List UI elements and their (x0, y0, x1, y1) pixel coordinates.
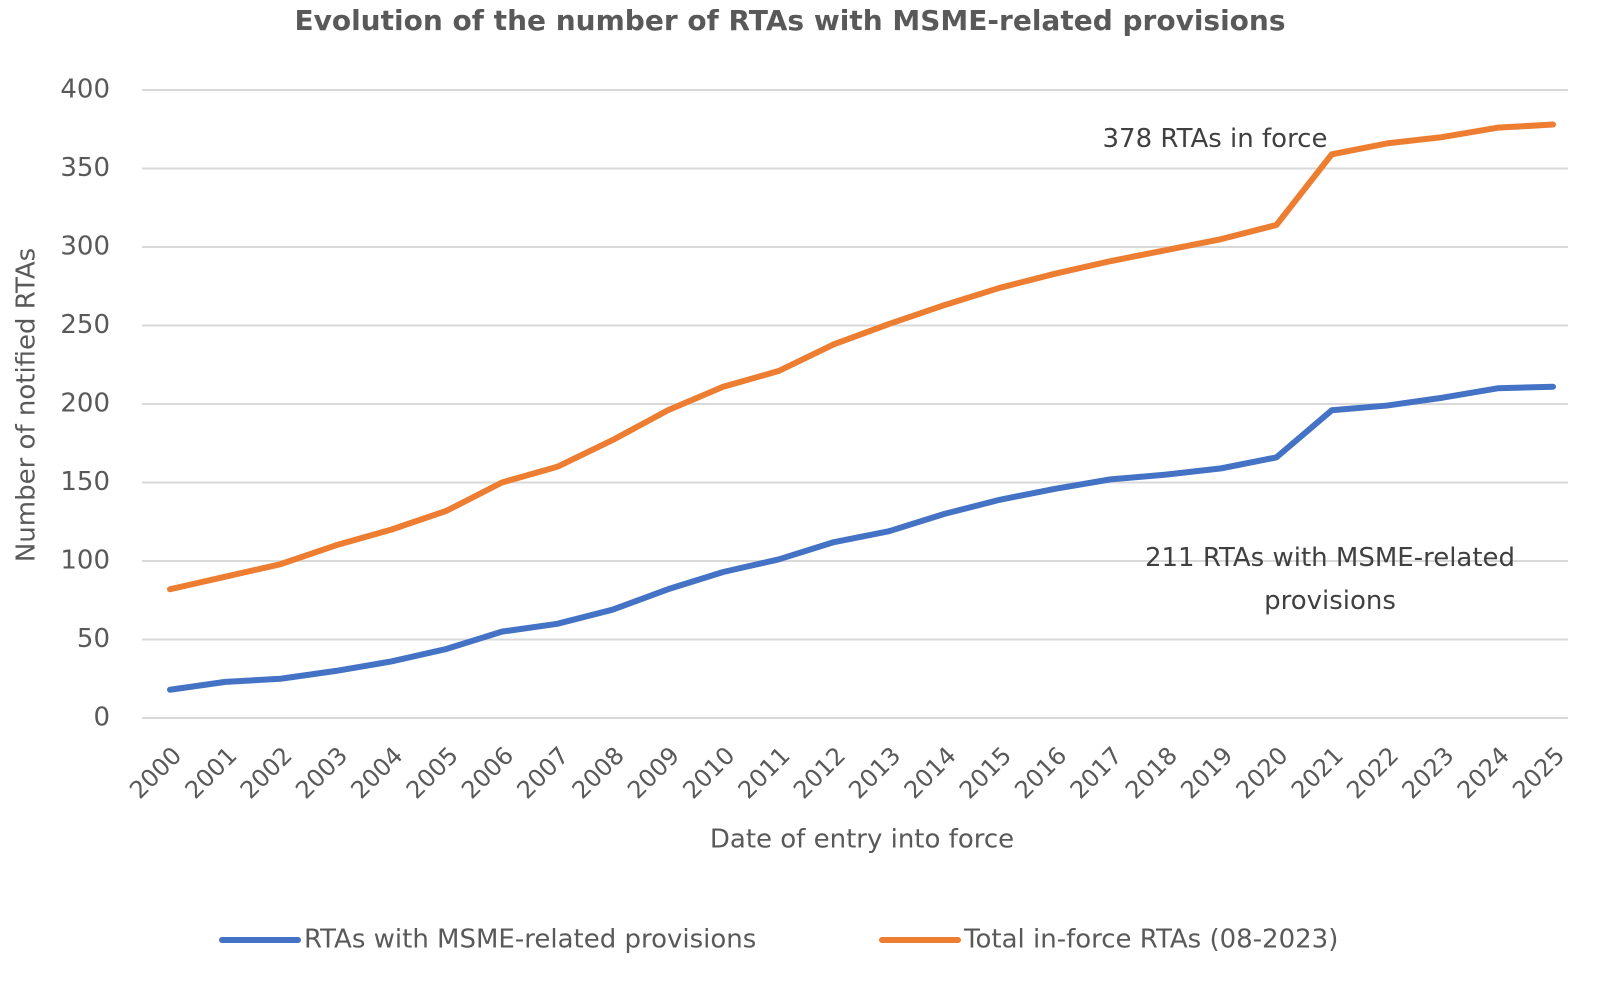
x-tick-label: 2014 (899, 741, 962, 804)
y-tick-label: 200 (60, 389, 110, 419)
x-axis-title: Date of entry into force (710, 825, 1014, 855)
legend-label: Total in-force RTAs (08-2023) (963, 925, 1338, 955)
y-tick-label: 50 (77, 624, 110, 654)
x-tick-label: 2007 (511, 741, 574, 804)
annotation: 378 RTAs in force (1102, 124, 1328, 154)
x-tick-label: 2011 (733, 741, 796, 804)
x-tick-label: 2024 (1452, 741, 1515, 804)
x-tick-label: 2002 (235, 741, 298, 804)
x-tick-label: 2010 (677, 741, 740, 804)
x-tick-label: 2021 (1286, 741, 1349, 804)
y-tick-label: 400 (60, 75, 110, 105)
y-tick-label: 250 (60, 310, 110, 340)
x-tick-label: 2025 (1507, 741, 1570, 804)
x-tick-label: 2018 (1120, 741, 1183, 804)
y-axis-title: Number of notified RTAs (12, 248, 42, 562)
y-tick-label: 350 (60, 153, 110, 183)
x-tick-label: 2020 (1231, 741, 1294, 804)
annotation: 211 RTAs with MSME-related provisions (1144, 543, 1516, 616)
x-tick-label: 2003 (290, 741, 353, 804)
x-tick-label: 2012 (788, 741, 851, 804)
x-tick-label: 2013 (843, 741, 906, 804)
y-tick-label: 150 (60, 467, 110, 497)
x-tick-label: 2017 (1065, 741, 1128, 804)
x-tick-label: 2022 (1341, 741, 1404, 804)
y-tick-label: 300 (60, 232, 110, 262)
x-tick-label: 2019 (1175, 741, 1238, 804)
x-tick-label: 2001 (180, 741, 243, 804)
legend-label: RTAs with MSME-related provisions (304, 925, 756, 955)
x-tick-label: 2006 (456, 741, 519, 804)
x-tick-label: 2015 (954, 741, 1017, 804)
x-tick-label: 2008 (567, 741, 630, 804)
y-tick-label: 0 (93, 703, 110, 733)
y-tick-label: 100 (60, 546, 110, 576)
x-tick-label: 2005 (401, 741, 464, 804)
chart-title: Evolution of the number of RTAs with MSM… (294, 4, 1285, 37)
line (167, 121, 1556, 593)
x-tick-label: 2009 (622, 741, 685, 804)
x-tick-label: 2023 (1397, 741, 1460, 804)
x-tick-label: 2016 (1009, 741, 1072, 804)
line (167, 383, 1556, 693)
x-tick-label: 2000 (124, 741, 187, 804)
x-tick-label: 2004 (345, 741, 408, 804)
